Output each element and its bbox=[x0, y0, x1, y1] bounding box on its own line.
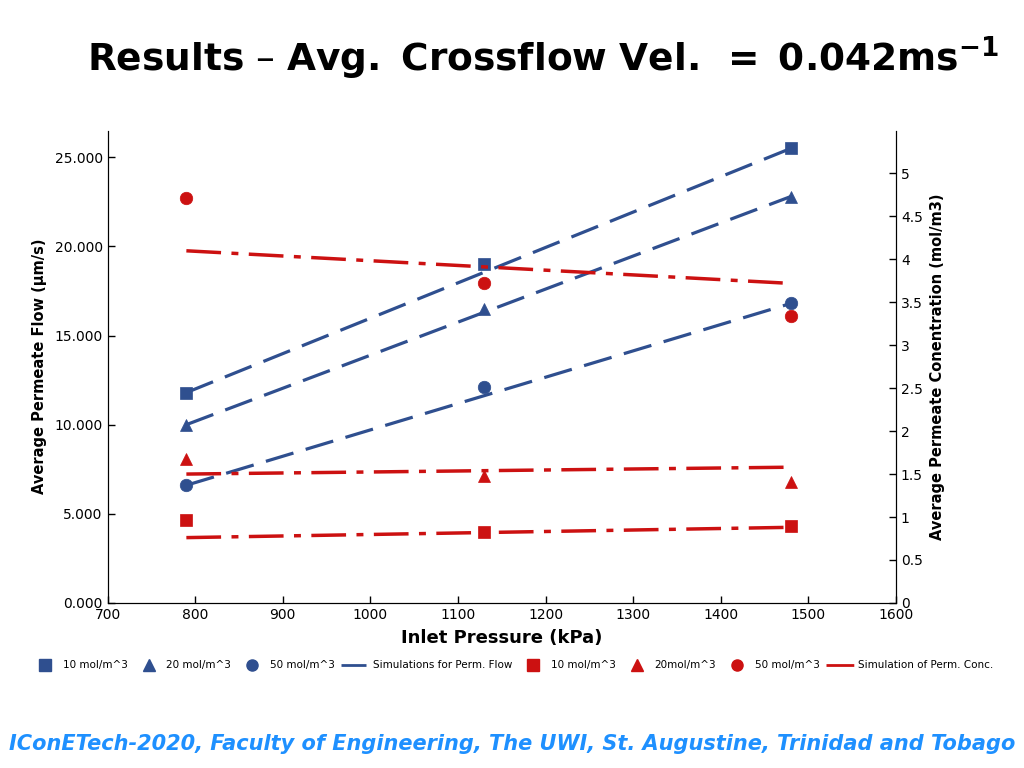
Text: $\mathbf{Results\ –\ Avg.\ Crossflow\ Vel.\ =\ 0.042ms^{-1}}$: $\mathbf{Results\ –\ Avg.\ Crossflow\ Ve… bbox=[87, 34, 998, 82]
Y-axis label: Average Permeate Flow (μm/s): Average Permeate Flow (μm/s) bbox=[33, 239, 47, 495]
Legend: 10 mol/m^3, 20 mol/m^3, 50 mol/m^3, Simulations for Perm. Flow, 10 mol/m^3, 20mo: 10 mol/m^3, 20 mol/m^3, 50 mol/m^3, Simu… bbox=[27, 656, 997, 674]
Y-axis label: Average Permeate Conentration (mol/m3): Average Permeate Conentration (mol/m3) bbox=[930, 194, 945, 540]
Text: IConETech-2020, Faculty of Engineering, The UWI, St. Augustine, Trinidad and Tob: IConETech-2020, Faculty of Engineering, … bbox=[9, 734, 1015, 754]
X-axis label: Inlet Pressure (kPa): Inlet Pressure (kPa) bbox=[401, 629, 602, 647]
